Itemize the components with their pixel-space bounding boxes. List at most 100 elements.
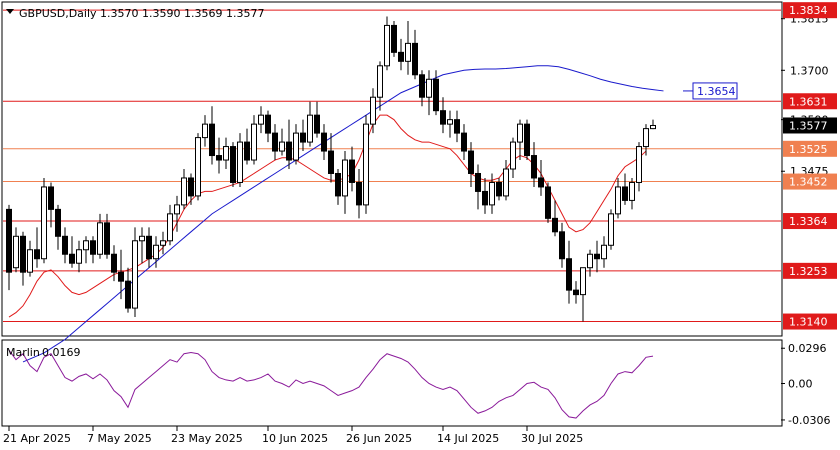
level-price-box[interactable] bbox=[783, 262, 837, 279]
candle bbox=[468, 142, 474, 187]
candle-body bbox=[13, 235, 19, 269]
candlesticks bbox=[6, 16, 656, 322]
candle-body bbox=[328, 150, 334, 174]
candle-body bbox=[20, 235, 26, 273]
candle bbox=[363, 115, 369, 214]
oscillator-panel[interactable] bbox=[1, 339, 783, 427]
candle bbox=[244, 128, 250, 165]
candle-body bbox=[216, 155, 222, 161]
level-price-box[interactable] bbox=[783, 93, 837, 110]
price-tick-label: 1.3700 bbox=[790, 64, 829, 77]
candle-body bbox=[552, 217, 558, 233]
collapse-triangle-icon[interactable] bbox=[6, 9, 14, 14]
candle bbox=[580, 267, 586, 322]
candle-body bbox=[615, 186, 621, 215]
candle-body bbox=[384, 24, 390, 67]
candle bbox=[139, 227, 145, 264]
candle bbox=[531, 142, 537, 187]
candle-body bbox=[454, 119, 460, 134]
candle bbox=[34, 227, 40, 268]
candle bbox=[230, 142, 236, 187]
candle-body bbox=[125, 280, 131, 309]
level-price-box[interactable] bbox=[783, 140, 837, 157]
candle-body bbox=[258, 114, 264, 125]
candle bbox=[356, 169, 362, 219]
candle-body bbox=[489, 181, 495, 206]
candle bbox=[482, 177, 488, 214]
candle bbox=[517, 119, 523, 161]
candle bbox=[69, 236, 75, 268]
candle-body bbox=[195, 137, 201, 197]
candle-body bbox=[503, 168, 509, 197]
date-tick-label: 7 May 2025 bbox=[87, 432, 152, 445]
level-price-box[interactable] bbox=[783, 213, 837, 230]
candle-body bbox=[629, 181, 635, 201]
candle bbox=[13, 227, 19, 273]
candle bbox=[41, 177, 47, 264]
candle-body bbox=[111, 253, 117, 273]
level-price-box[interactable] bbox=[783, 173, 837, 190]
candle-body bbox=[223, 146, 229, 161]
date-tick-label: 26 Jun 2025 bbox=[346, 432, 412, 445]
date-tick-label: 30 Jul 2025 bbox=[521, 432, 583, 445]
candle bbox=[405, 20, 411, 75]
candle bbox=[587, 249, 593, 277]
oscillator-axis: 0.0296 0.00 -0.0306 bbox=[781, 342, 830, 427]
candle bbox=[279, 128, 285, 156]
osc-tick-label: -0.0306 bbox=[788, 414, 830, 427]
candle bbox=[622, 173, 628, 205]
candle bbox=[335, 169, 341, 205]
candle-body bbox=[237, 141, 243, 183]
candle-body bbox=[342, 159, 348, 197]
candle-body bbox=[601, 244, 607, 260]
candle bbox=[398, 38, 404, 71]
candle-body bbox=[531, 155, 537, 179]
candle-body bbox=[76, 249, 82, 264]
level-price-label: 1.3364 bbox=[789, 215, 828, 228]
candle-body bbox=[34, 249, 40, 260]
candle-body bbox=[146, 235, 152, 260]
candle-body bbox=[188, 177, 194, 197]
candle bbox=[321, 124, 327, 161]
candle-body bbox=[286, 141, 292, 161]
candle-body bbox=[433, 78, 439, 112]
price-axis[interactable]: 1.38151.37001.35901.34751.38341.36311.35… bbox=[683, 2, 837, 330]
candle bbox=[125, 267, 131, 313]
candle bbox=[300, 119, 306, 152]
candle-body bbox=[279, 141, 285, 152]
candle bbox=[384, 16, 390, 71]
candle-body bbox=[230, 146, 236, 183]
candle-body bbox=[181, 177, 187, 206]
candle-body bbox=[440, 110, 446, 125]
candle-body bbox=[622, 186, 628, 201]
candle bbox=[62, 227, 68, 264]
candle bbox=[426, 70, 432, 116]
candle-body bbox=[174, 204, 180, 215]
candle bbox=[209, 106, 215, 165]
ohlc-readout: 1.3570 1.3590 1.3569 1.3577 bbox=[100, 7, 264, 20]
candle-body bbox=[167, 213, 173, 242]
time-axis[interactable]: 21 Apr 2025 7 May 2025 23 May 2025 10 Jun 2… bbox=[3, 426, 583, 445]
level-price-box[interactable] bbox=[783, 2, 837, 19]
candle bbox=[195, 133, 201, 201]
level-price-label: 1.3140 bbox=[789, 316, 828, 329]
candle-body bbox=[160, 240, 166, 246]
candle bbox=[90, 236, 96, 264]
candle bbox=[83, 236, 89, 264]
candle bbox=[489, 173, 495, 214]
candle bbox=[461, 124, 467, 161]
candle-body bbox=[104, 222, 110, 255]
candle-body bbox=[90, 240, 96, 255]
candle bbox=[160, 231, 166, 255]
osc-tick-label: 0.0296 bbox=[788, 342, 827, 355]
candle-body bbox=[412, 42, 418, 76]
date-tick-label: 21 Apr 2025 bbox=[3, 432, 71, 445]
candle bbox=[286, 119, 292, 169]
level-price-label: 1.3834 bbox=[789, 4, 828, 17]
candle bbox=[433, 70, 439, 116]
candle-body bbox=[447, 119, 453, 125]
candle-body bbox=[566, 258, 572, 291]
level-price-box[interactable] bbox=[783, 313, 837, 330]
candle-body bbox=[426, 78, 432, 98]
